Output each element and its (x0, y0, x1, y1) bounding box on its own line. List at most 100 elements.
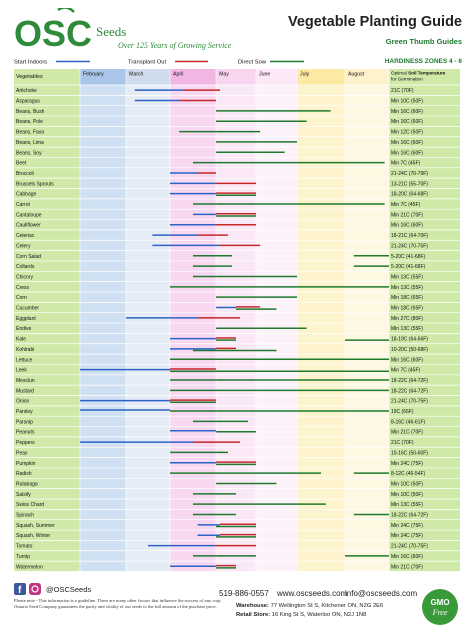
logo-tagline: Over 125 Years of Growing Service (118, 41, 232, 50)
planting-chart: Start Indoors Transplant Out Direct Sow Veg… (14, 60, 460, 572)
vegetable-name: Spinach (16, 513, 34, 519)
soil-temperature: Min 16C (60F) (391, 223, 423, 229)
vegetable-name: Leek (16, 368, 27, 374)
month-header-bg (297, 69, 345, 85)
soil-temperature: Min 27C (80F) (391, 316, 423, 322)
month-column-bg (126, 69, 170, 572)
month-header-april: April (173, 72, 183, 78)
soil-temperature: 21-24C (70-75F) (391, 399, 428, 405)
warehouse-address: Warehouse: 77 Wellington St S, Kitchener… (236, 603, 383, 609)
soil-temperature: Min 16C (60F) (391, 554, 423, 560)
month-column-bg (297, 69, 345, 572)
soil-temperature: 19C (66F) (391, 409, 414, 415)
logo-osc-text: OSC (14, 13, 92, 54)
vegetable-name: Squash, Summer (16, 523, 55, 529)
vegetable-name: Collards (16, 264, 35, 270)
warehouse-label: Warehouse: (236, 603, 269, 609)
month-header-august: August (348, 72, 365, 78)
vegetable-name: Peanuts (16, 430, 35, 436)
vegetable-name: Watermelon (16, 564, 43, 570)
temperature-header-sub: for Germination (391, 77, 423, 82)
vegetable-name: Beet (16, 161, 27, 167)
soil-temperature: 13-21C (55-70F) (391, 181, 428, 187)
month-column-bg (216, 69, 256, 572)
soil-temperature: Min 16C (60F) (391, 119, 423, 125)
soil-temperature: 21-24C (70-75F) (391, 243, 428, 249)
free-text: Free (432, 608, 448, 617)
svg-text:f: f (18, 585, 22, 596)
phone-number[interactable]: 519-886-0557 (219, 589, 269, 598)
vegetable-name: Onion (16, 399, 30, 405)
soil-temperature: Min 21C (70F) (391, 430, 423, 436)
social-handle[interactable]: @OSCSeeds (46, 585, 92, 594)
vegetable-name: Tomato (16, 544, 33, 550)
soil-temperature: Min 18C (65F) (391, 306, 423, 312)
vegetable-name: Beans, Fava (16, 130, 44, 136)
logo-seeds-text: Seeds (96, 24, 126, 39)
retail-address: Retail Store: 16 King St S, Waterloo ON,… (236, 612, 366, 618)
vegetable-name: Cantaloupe (16, 212, 42, 218)
vegetable-name: Peas (16, 450, 28, 456)
vegetable-name: Celery (16, 243, 31, 249)
vegetable-name: Celeriac (16, 233, 35, 239)
soil-temperature: Min 16C (60F) (391, 150, 423, 156)
vegetable-name: Chicory (16, 274, 33, 280)
vegetable-name: Swiss Chard (16, 502, 44, 508)
soil-temperature: 8-16C (46-61F) (391, 419, 426, 425)
month-header-february: February (83, 72, 104, 78)
vegetable-name: Kale (16, 337, 26, 343)
vegetable-name: Eggplant (16, 316, 36, 322)
month-header-may: May (219, 72, 229, 78)
month-column-bg (256, 69, 297, 572)
vegetable-name: Brussels Sprouts (16, 181, 54, 187)
soil-temperature: Min 21C (70F) (391, 564, 423, 570)
vegetable-name: Beans, Pole (16, 119, 43, 125)
vegetable-name: Cucumber (16, 306, 39, 312)
soil-temperature: Min 16C (60F) (391, 140, 423, 146)
vegetable-name: Corn Salad (16, 254, 41, 260)
email-link[interactable]: info@oscseeds.com (345, 589, 418, 598)
vegetable-name: Beans, Lima (16, 140, 44, 146)
vegetable-name: Rutabaga (16, 481, 38, 487)
soil-temperature: 8-12C (46-54F) (391, 471, 426, 477)
soil-temperature: Min 7C (45F) (391, 202, 421, 208)
month-header-march: March (129, 72, 144, 78)
soil-temperature: Min 24C (75F) (391, 461, 423, 467)
soil-temperature: Min 13C (55F) (391, 502, 423, 508)
soil-temperature: 21C (70F) (391, 440, 414, 446)
soil-temperature: Min 18C (65F) (391, 295, 423, 301)
soil-temperature: Min 13C (55F) (391, 274, 423, 280)
soil-temperature: Min 13C (55F) (391, 326, 423, 332)
vegetable-name: Cress (16, 285, 30, 291)
vegetable-name: Parsnip (16, 419, 33, 425)
month-header-bg (256, 69, 297, 85)
soil-temperature: 21-24C (70-79F) (391, 171, 428, 177)
soil-temperature: Min 24C (75F) (391, 533, 423, 539)
soil-temperature: Min 12C (50F) (391, 130, 423, 136)
vegetable-name: Endive (16, 326, 32, 332)
soil-temperature: 18-19C (64-66F) (391, 337, 428, 343)
soil-temperature: 18-22C (64-72F) (391, 513, 428, 519)
month-header-july: July (300, 72, 310, 78)
website-link[interactable]: www.oscseeds.com (277, 589, 348, 598)
soil-temperature: 21C (70F) (391, 88, 414, 94)
temperature-column-bg (389, 69, 460, 572)
month-header-bg (126, 69, 170, 85)
temperature-header: Optimal Soil Temperature (391, 71, 446, 76)
vegetable-name: Carrot (16, 202, 31, 208)
soil-temperature: 18-22C (64-72F) (391, 378, 428, 384)
vegetable-name: Broccoli (16, 171, 34, 177)
warehouse-text: 77 Wellington St S, Kitchener ON, N2G 2E… (270, 603, 384, 609)
month-column-bg (80, 69, 126, 572)
vegetable-name: Parsley (16, 409, 33, 415)
page-title: Vegetable Planting Guide (287, 14, 462, 30)
osc-seeds-logo: OSC Seeds Over 125 Years of Growing Serv… (14, 8, 232, 54)
vegetable-name: Cauliflower (16, 223, 41, 229)
instagram-icon (29, 583, 41, 595)
soil-temperature: Min 7C (45F) (391, 368, 421, 374)
vegetable-name: Kohlrabi (16, 347, 34, 353)
vegetable-name: Pumpkin (16, 461, 36, 467)
leaf-icon (57, 8, 75, 13)
vegetable-name: Artichoke (16, 88, 37, 94)
soil-temperature: Min 16C (60F) (391, 357, 423, 363)
